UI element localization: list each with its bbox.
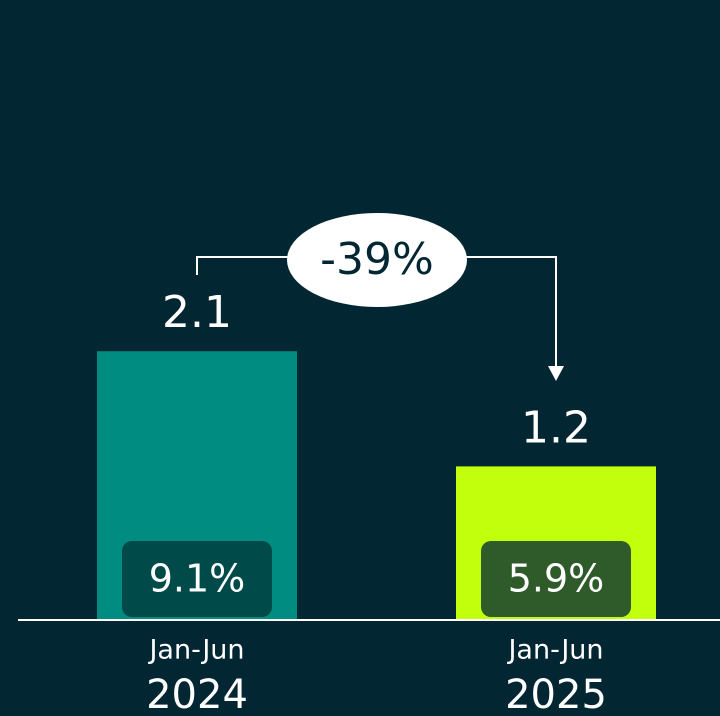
x-tick-label: Jan-Jun: [147, 635, 244, 666]
inner-label: 5.9%: [508, 557, 605, 601]
value-label: 1.2: [521, 402, 591, 453]
inner-label-box: [481, 541, 631, 617]
x-tick-label: Jan-Jun: [506, 635, 603, 666]
x-tick-label: 2024: [146, 672, 248, 716]
x-tick-label: 2025: [505, 672, 607, 716]
annotation-arrow: [548, 366, 564, 381]
inner-label-box: [122, 541, 272, 617]
annotation-bubble: [287, 213, 467, 307]
annotation: -39%: [320, 234, 434, 285]
inner-label: 9.1%: [149, 557, 246, 601]
value-label: 2.1: [162, 287, 232, 338]
